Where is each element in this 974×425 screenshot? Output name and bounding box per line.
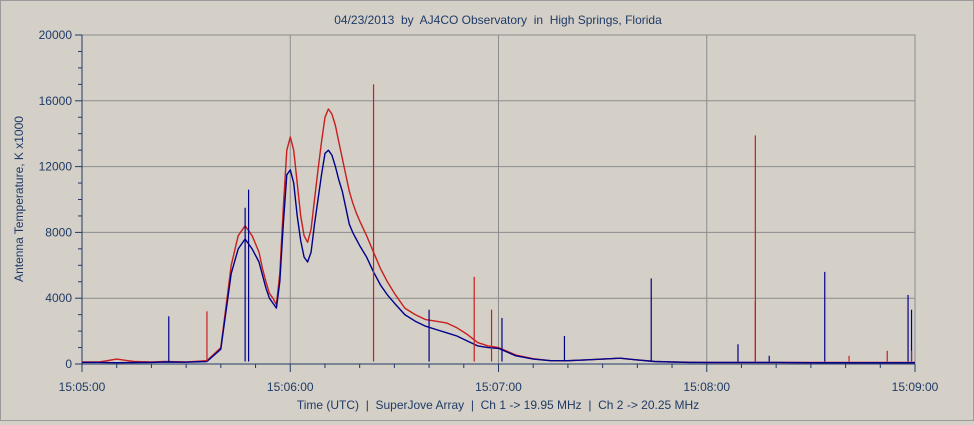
spikes <box>168 84 913 362</box>
axis-ticks <box>75 34 916 372</box>
y-tick-label: 0 <box>65 357 72 371</box>
grid-lines <box>82 35 915 364</box>
x-tick-labels: 15:05:00 15:06:00 15:07:00 15:08:00 15:09:00 <box>59 380 939 394</box>
y-tick-label: 12000 <box>39 160 73 174</box>
y-tick-label: 4000 <box>45 291 72 305</box>
x-tick-label: 15:07:00 <box>475 380 522 394</box>
x-axis-label: Time (UTC) | SuperJove Array | Ch 1 -> 1… <box>297 398 699 412</box>
y-tick-labels: 0 4000 8000 12000 16000 20000 <box>39 28 73 371</box>
x-tick-label: 15:09:00 <box>892 380 939 394</box>
x-tick-label: 15:06:00 <box>267 380 314 394</box>
y-tick-label: 16000 <box>39 94 73 108</box>
y-axis-label: Antenna Temperature, K x1000 <box>12 116 26 282</box>
y-tick-label: 20000 <box>39 28 73 42</box>
series-lines <box>82 108 915 364</box>
x-tick-label: 15:08:00 <box>683 380 730 394</box>
x-tick-label: 15:05:00 <box>59 380 106 394</box>
y-tick-label: 8000 <box>45 225 72 239</box>
chart-title: 04/23/2013 by AJ4CO Observatory in High … <box>334 13 662 27</box>
series-line-ch1 <box>82 149 915 364</box>
